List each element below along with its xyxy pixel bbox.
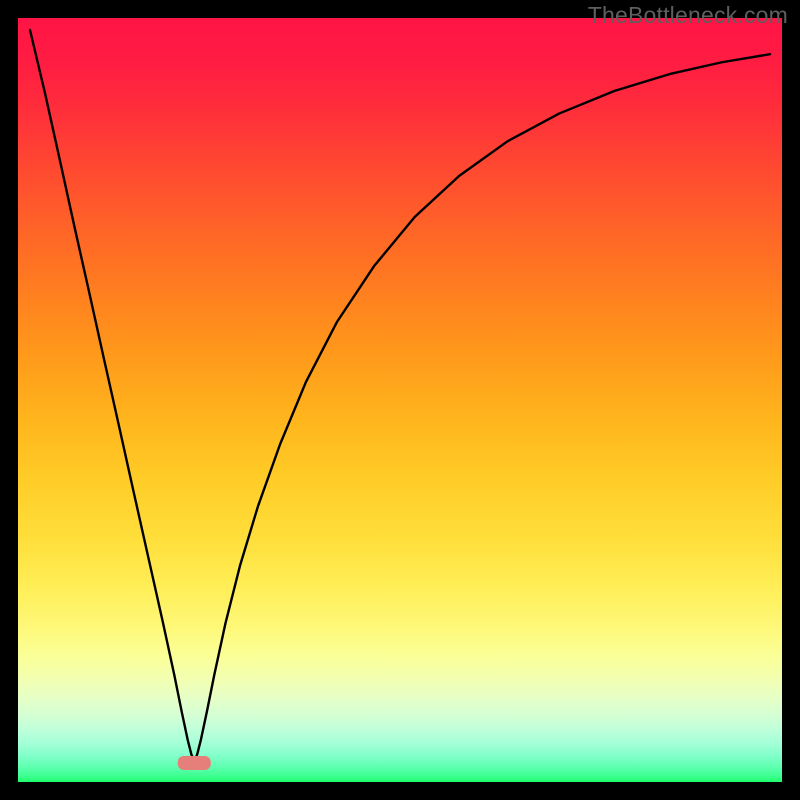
chart-container: TheBottleneck.com	[0, 0, 800, 800]
chart-background	[18, 18, 782, 782]
optimal-point-marker	[178, 756, 211, 770]
bottleneck-chart	[0, 0, 800, 800]
watermark-label: TheBottleneck.com	[588, 2, 788, 29]
